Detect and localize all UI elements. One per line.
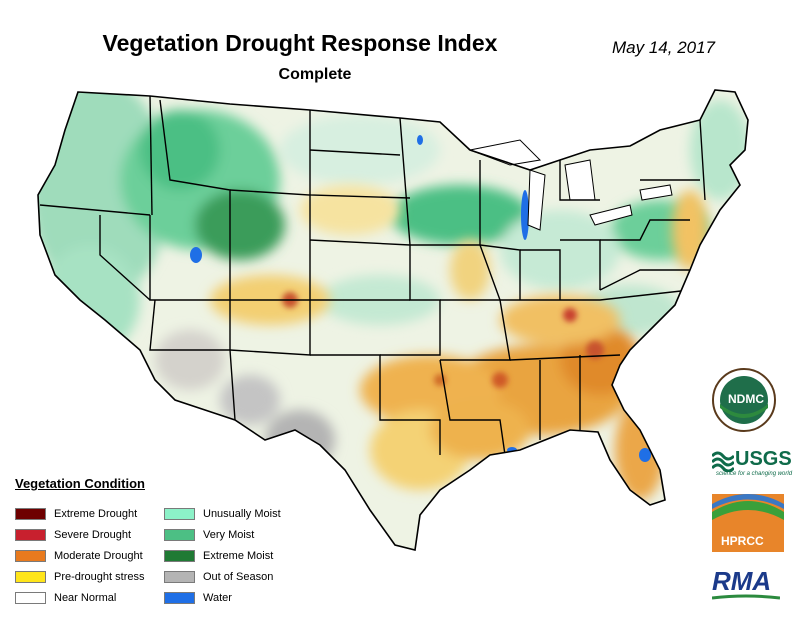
legend-label: Very Moist — [203, 529, 255, 541]
legend-label: Moderate Drought — [54, 550, 143, 562]
hprcc-plains-icon — [712, 494, 784, 552]
map-title: Vegetation Drought Response Index — [102, 30, 498, 56]
legend-label: Pre-drought stress — [54, 571, 145, 583]
usgs-logo-text: USGS — [735, 448, 792, 470]
legend-label: Unusually Moist — [203, 508, 281, 520]
legend-swatch — [164, 508, 195, 520]
legend-label: Water — [203, 592, 232, 604]
legend-swatch — [15, 571, 46, 583]
legend-label: Near Normal — [54, 592, 117, 604]
legend-label: Extreme Drought — [54, 508, 138, 520]
rma-underline-icon — [712, 594, 780, 600]
legend-swatch — [164, 571, 195, 583]
ndmc-seal-icon — [712, 368, 776, 432]
legend-label: Out of Season — [203, 571, 274, 583]
rma-logo[interactable]: RMA — [712, 566, 780, 602]
ndmc-logo-text: NDMC — [728, 392, 764, 406]
legend-swatch — [164, 529, 195, 541]
legend-title: Vegetation Condition — [15, 476, 145, 491]
ndmc-logo[interactable]: NDMC — [712, 368, 776, 432]
legend-swatch — [15, 592, 46, 604]
legend-swatch — [15, 550, 46, 562]
hprcc-logo[interactable]: HPRCC — [712, 494, 784, 552]
water-bodies — [190, 135, 651, 462]
legend: Vegetation Condition Extreme Drought Sev… — [12, 476, 342, 611]
great-lakes — [468, 139, 673, 231]
hprcc-logo-text: HPRCC — [721, 534, 764, 548]
legend-label: Severe Drought — [54, 529, 132, 541]
legend-swatch — [164, 550, 195, 562]
moist-regions — [38, 90, 748, 355]
legend-swatch — [15, 508, 46, 520]
legend-label: Extreme Moist — [203, 550, 274, 562]
map-subtitle: Complete — [278, 66, 352, 83]
map-date: May 14, 2017 — [612, 38, 716, 57]
legend-swatch — [164, 592, 195, 604]
usgs-logo[interactable]: USGS science for a changing world — [712, 448, 792, 480]
state-borders — [39, 94, 706, 456]
legend-swatch — [15, 529, 46, 541]
rma-logo-text: RMA — [712, 566, 772, 596]
usgs-tagline: science for a changing world — [716, 471, 793, 477]
conus-border — [37, 89, 749, 551]
usgs-wave-icon — [712, 451, 734, 472]
